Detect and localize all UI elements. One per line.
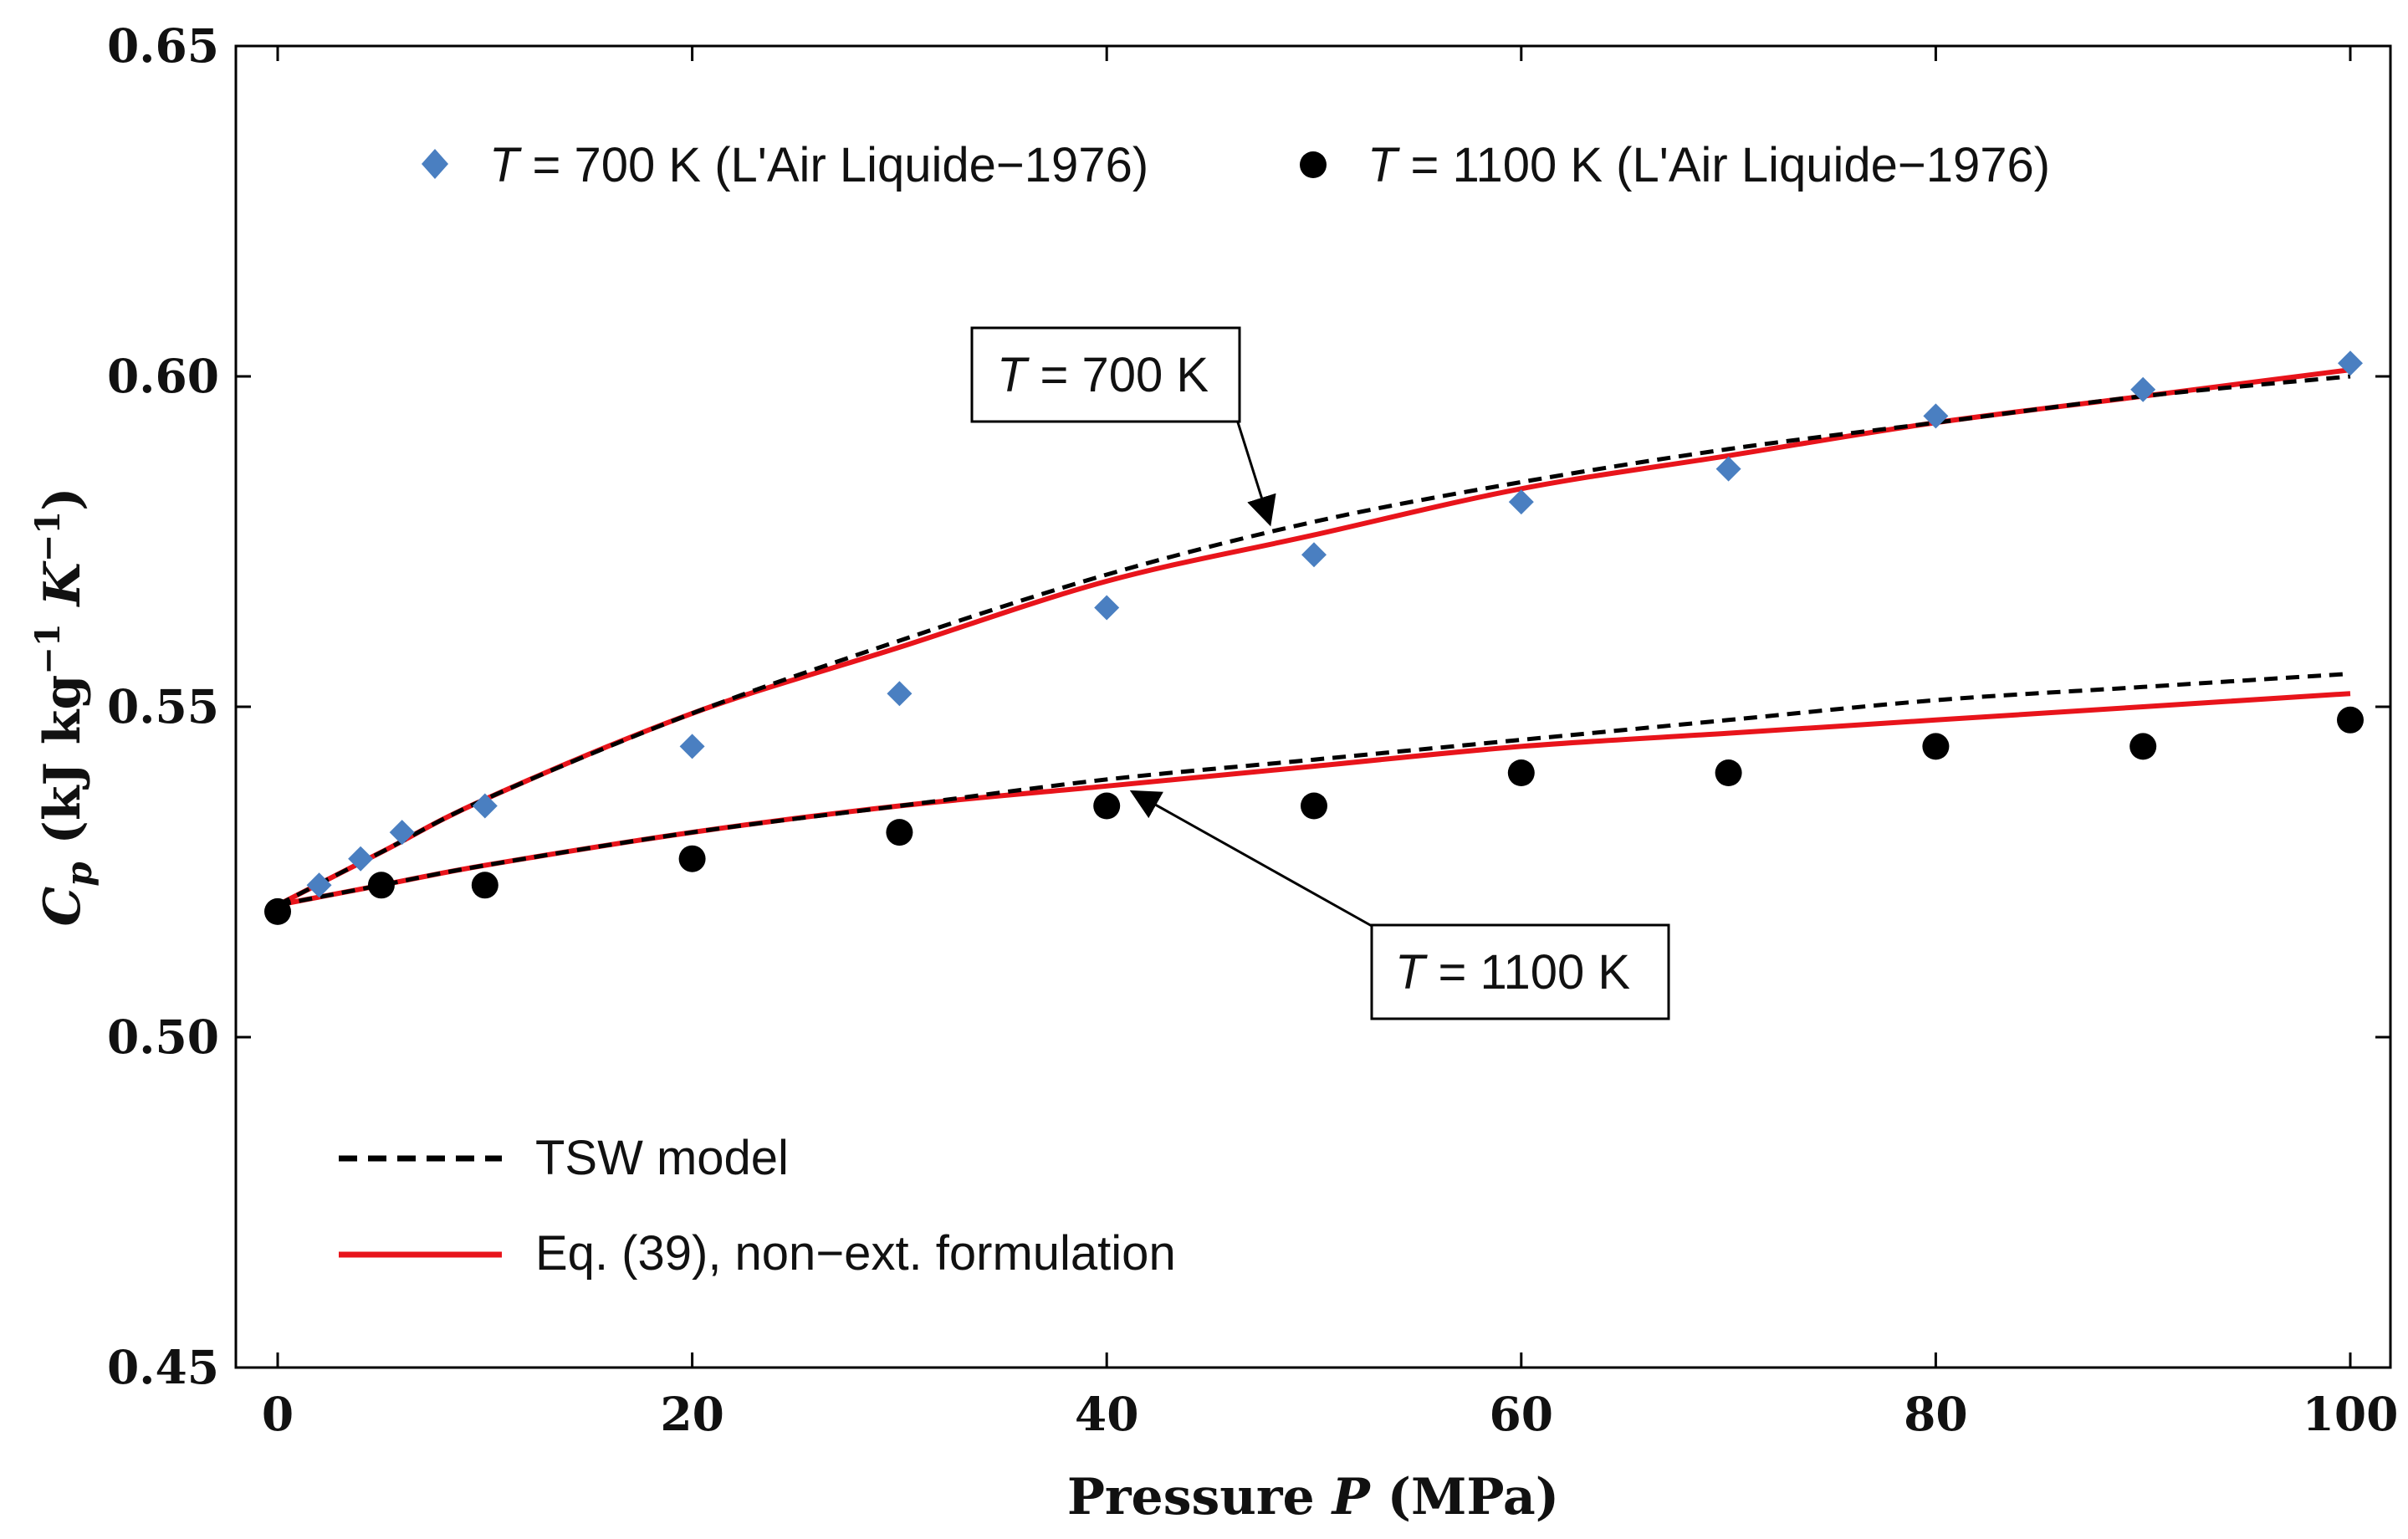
data-point-700	[1923, 403, 1949, 429]
y-axis: 0.45 0.50 0.55 0.60 0.65	[107, 18, 2390, 1394]
annotation-1100-arrow	[1129, 790, 1373, 928]
data-point-1100	[1715, 759, 1742, 786]
y-tick-label: 0.60	[107, 349, 219, 403]
y-tick-label: 0.65	[107, 18, 219, 73]
annotation-700-box	[970, 326, 1241, 423]
x-tick-label: 0	[262, 1387, 294, 1441]
y-axis-title: Cp (kJ kg−1 K−1)	[28, 488, 100, 927]
x-axis: 0 20 40 60 80 100	[262, 46, 2399, 1441]
legend-1100-label: T = 1100 K (L'Air Liquide−1976)	[1368, 138, 2050, 192]
data-point-700	[1508, 489, 1534, 515]
data-point-700	[472, 793, 498, 819]
data-point-700	[887, 681, 913, 707]
x-tick-label: 100	[2303, 1387, 2399, 1441]
x-axis-title: Pressure P (MPa)	[1067, 1468, 1559, 1526]
legend-diamond-icon	[422, 149, 448, 179]
data-point-1100	[2337, 706, 2364, 734]
top-legend: T = 700 K (L'Air Liquide−1976) T = 1100 …	[422, 138, 2050, 192]
data-point-1100	[367, 872, 395, 899]
legend-eq39-label: Eq. (39), non−ext. formulation	[535, 1226, 1176, 1281]
tsw-model-curve	[276, 374, 2351, 908]
data-point-1100	[1507, 759, 1535, 786]
y-tick-label: 0.55	[107, 679, 219, 734]
data-point-700	[306, 872, 332, 898]
annotation-700-label: T = 700 K	[997, 348, 1209, 402]
data-point-1100	[1922, 733, 1950, 760]
annotation-700-arrow	[1236, 422, 1276, 527]
x-tick-label: 20	[660, 1387, 724, 1441]
data-point-1100	[2129, 733, 2157, 760]
model-curves	[276, 367, 2351, 908]
tsw-model-curve	[277, 672, 2351, 908]
data-point-700	[389, 820, 415, 846]
annotation-1100: T = 1100 K	[1129, 790, 1670, 1020]
data-point-700	[2130, 376, 2156, 402]
y-tick-label: 0.50	[107, 1010, 219, 1064]
data-point-1100	[1301, 792, 1327, 820]
data-point-1100	[678, 845, 706, 872]
x-tick-label: 60	[1490, 1387, 1554, 1441]
legend-700-label: T = 700 K (L'Air Liquide−1976)	[489, 138, 1148, 192]
legend-tsw-label: TSW model	[535, 1131, 789, 1185]
data-point-700	[348, 846, 374, 872]
data-point-700	[2338, 350, 2363, 376]
data-point-1100	[886, 819, 913, 846]
data-point-1100	[264, 897, 291, 925]
x-tick-label: 40	[1075, 1387, 1139, 1441]
annotation-700: T = 700 K	[970, 326, 1276, 527]
x-tick-label: 80	[1904, 1387, 1968, 1441]
data-point-1100	[471, 872, 498, 899]
legend-circle-icon	[1300, 151, 1327, 178]
model-legend: TSW model Eq. (39), non−ext. formulation	[339, 1131, 1176, 1281]
annotation-1100-box	[1370, 923, 1670, 1020]
data-point-1100	[1093, 792, 1121, 820]
y-tick-label: 0.45	[107, 1340, 219, 1394]
annotation-1100-label: T = 1100 K	[1395, 945, 1630, 1000]
data-point-700	[1715, 456, 1741, 482]
data-point-700	[1301, 542, 1327, 568]
data-points	[264, 350, 2364, 925]
eq39-curve	[276, 367, 2351, 908]
data-point-700	[679, 734, 705, 759]
data-point-700	[1094, 595, 1120, 621]
